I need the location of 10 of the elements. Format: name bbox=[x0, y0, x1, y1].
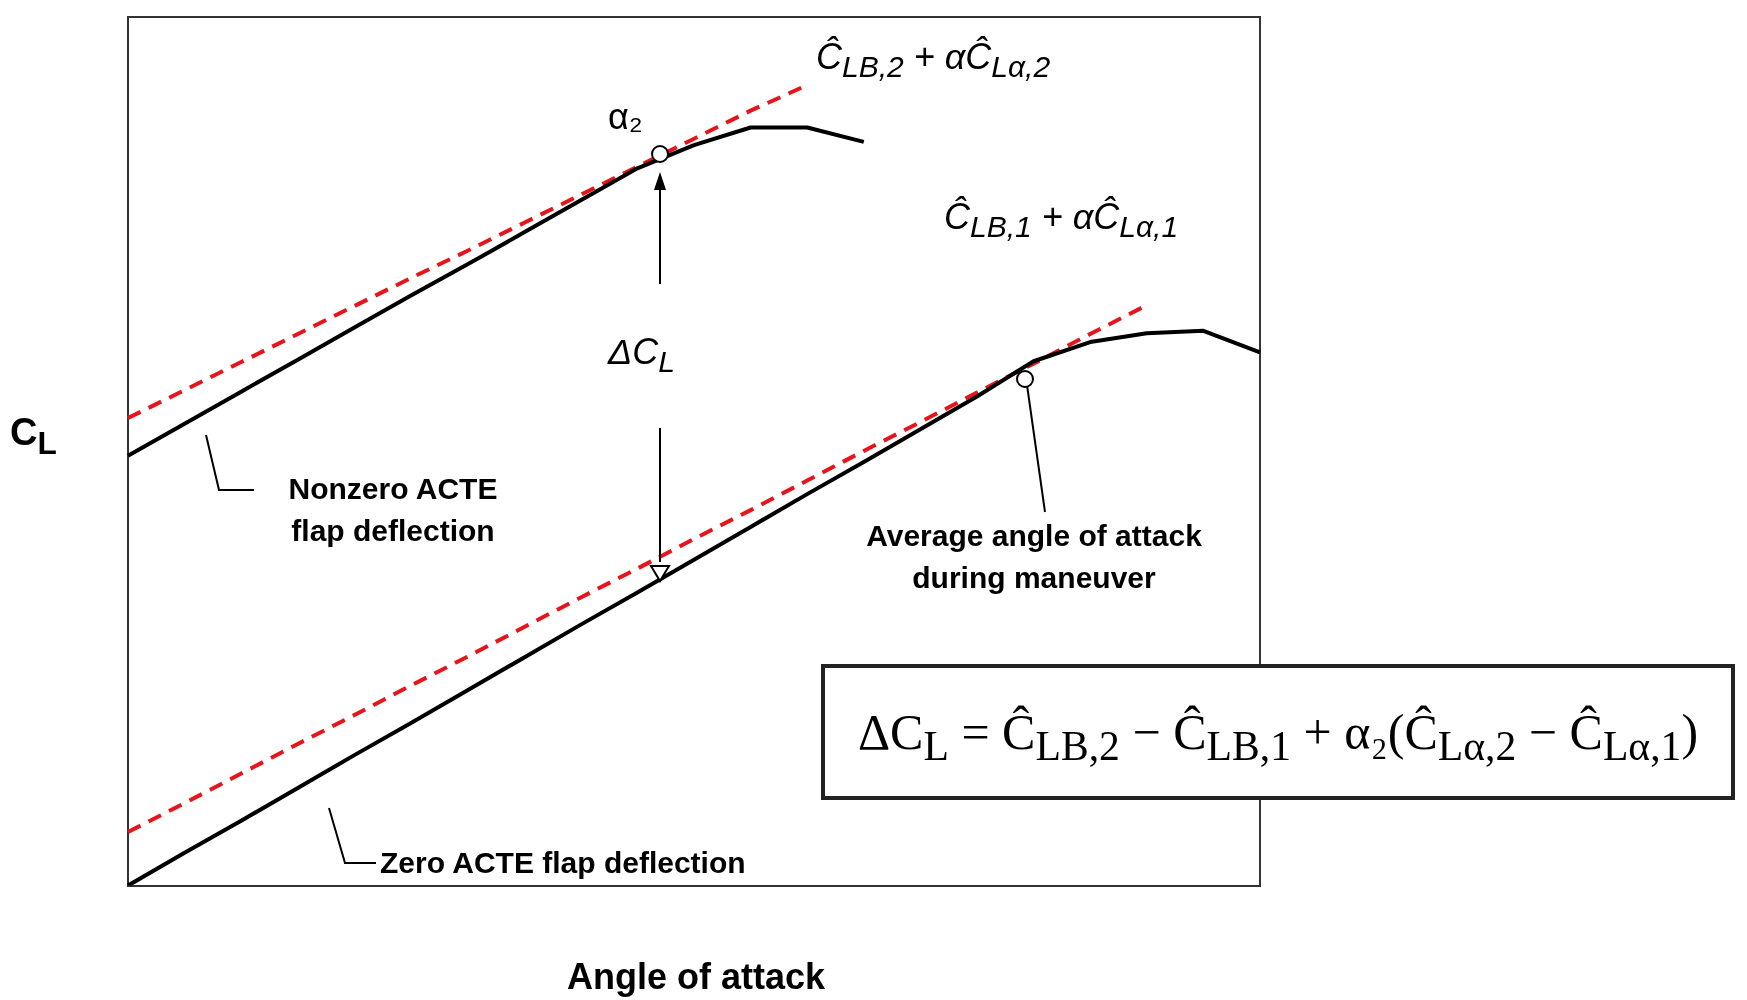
y-axis-title: C$_{L}$ bbox=[10, 410, 57, 462]
annotation: Average angle of attack during maneuver bbox=[865, 518, 1203, 596]
text: Ĉ$_{LB,2}$ + αĈ$_{Lα,2}$ bbox=[816, 35, 1051, 86]
annotation: α₂ bbox=[608, 95, 643, 139]
x-axis-title: Angle of attack bbox=[566, 955, 826, 999]
text: ΔC$_{L}$ = Ĉ$_{LB,2}$ − Ĉ$_{LB,1}$ + α₂(Ĉ$_{Lα,2}$ − Ĉ$_{Lα,1}$) bbox=[857, 704, 1699, 769]
annotation: Ĉ$_{LB,1}$ + αĈ$_{Lα,1}$ bbox=[944, 195, 1179, 246]
annotation: ΔC$_{L}$ bbox=[608, 330, 675, 381]
annotation: Zero ACTE flap deflection bbox=[380, 845, 746, 881]
annotation: Nonzero ACTE flap deflection bbox=[287, 471, 499, 549]
